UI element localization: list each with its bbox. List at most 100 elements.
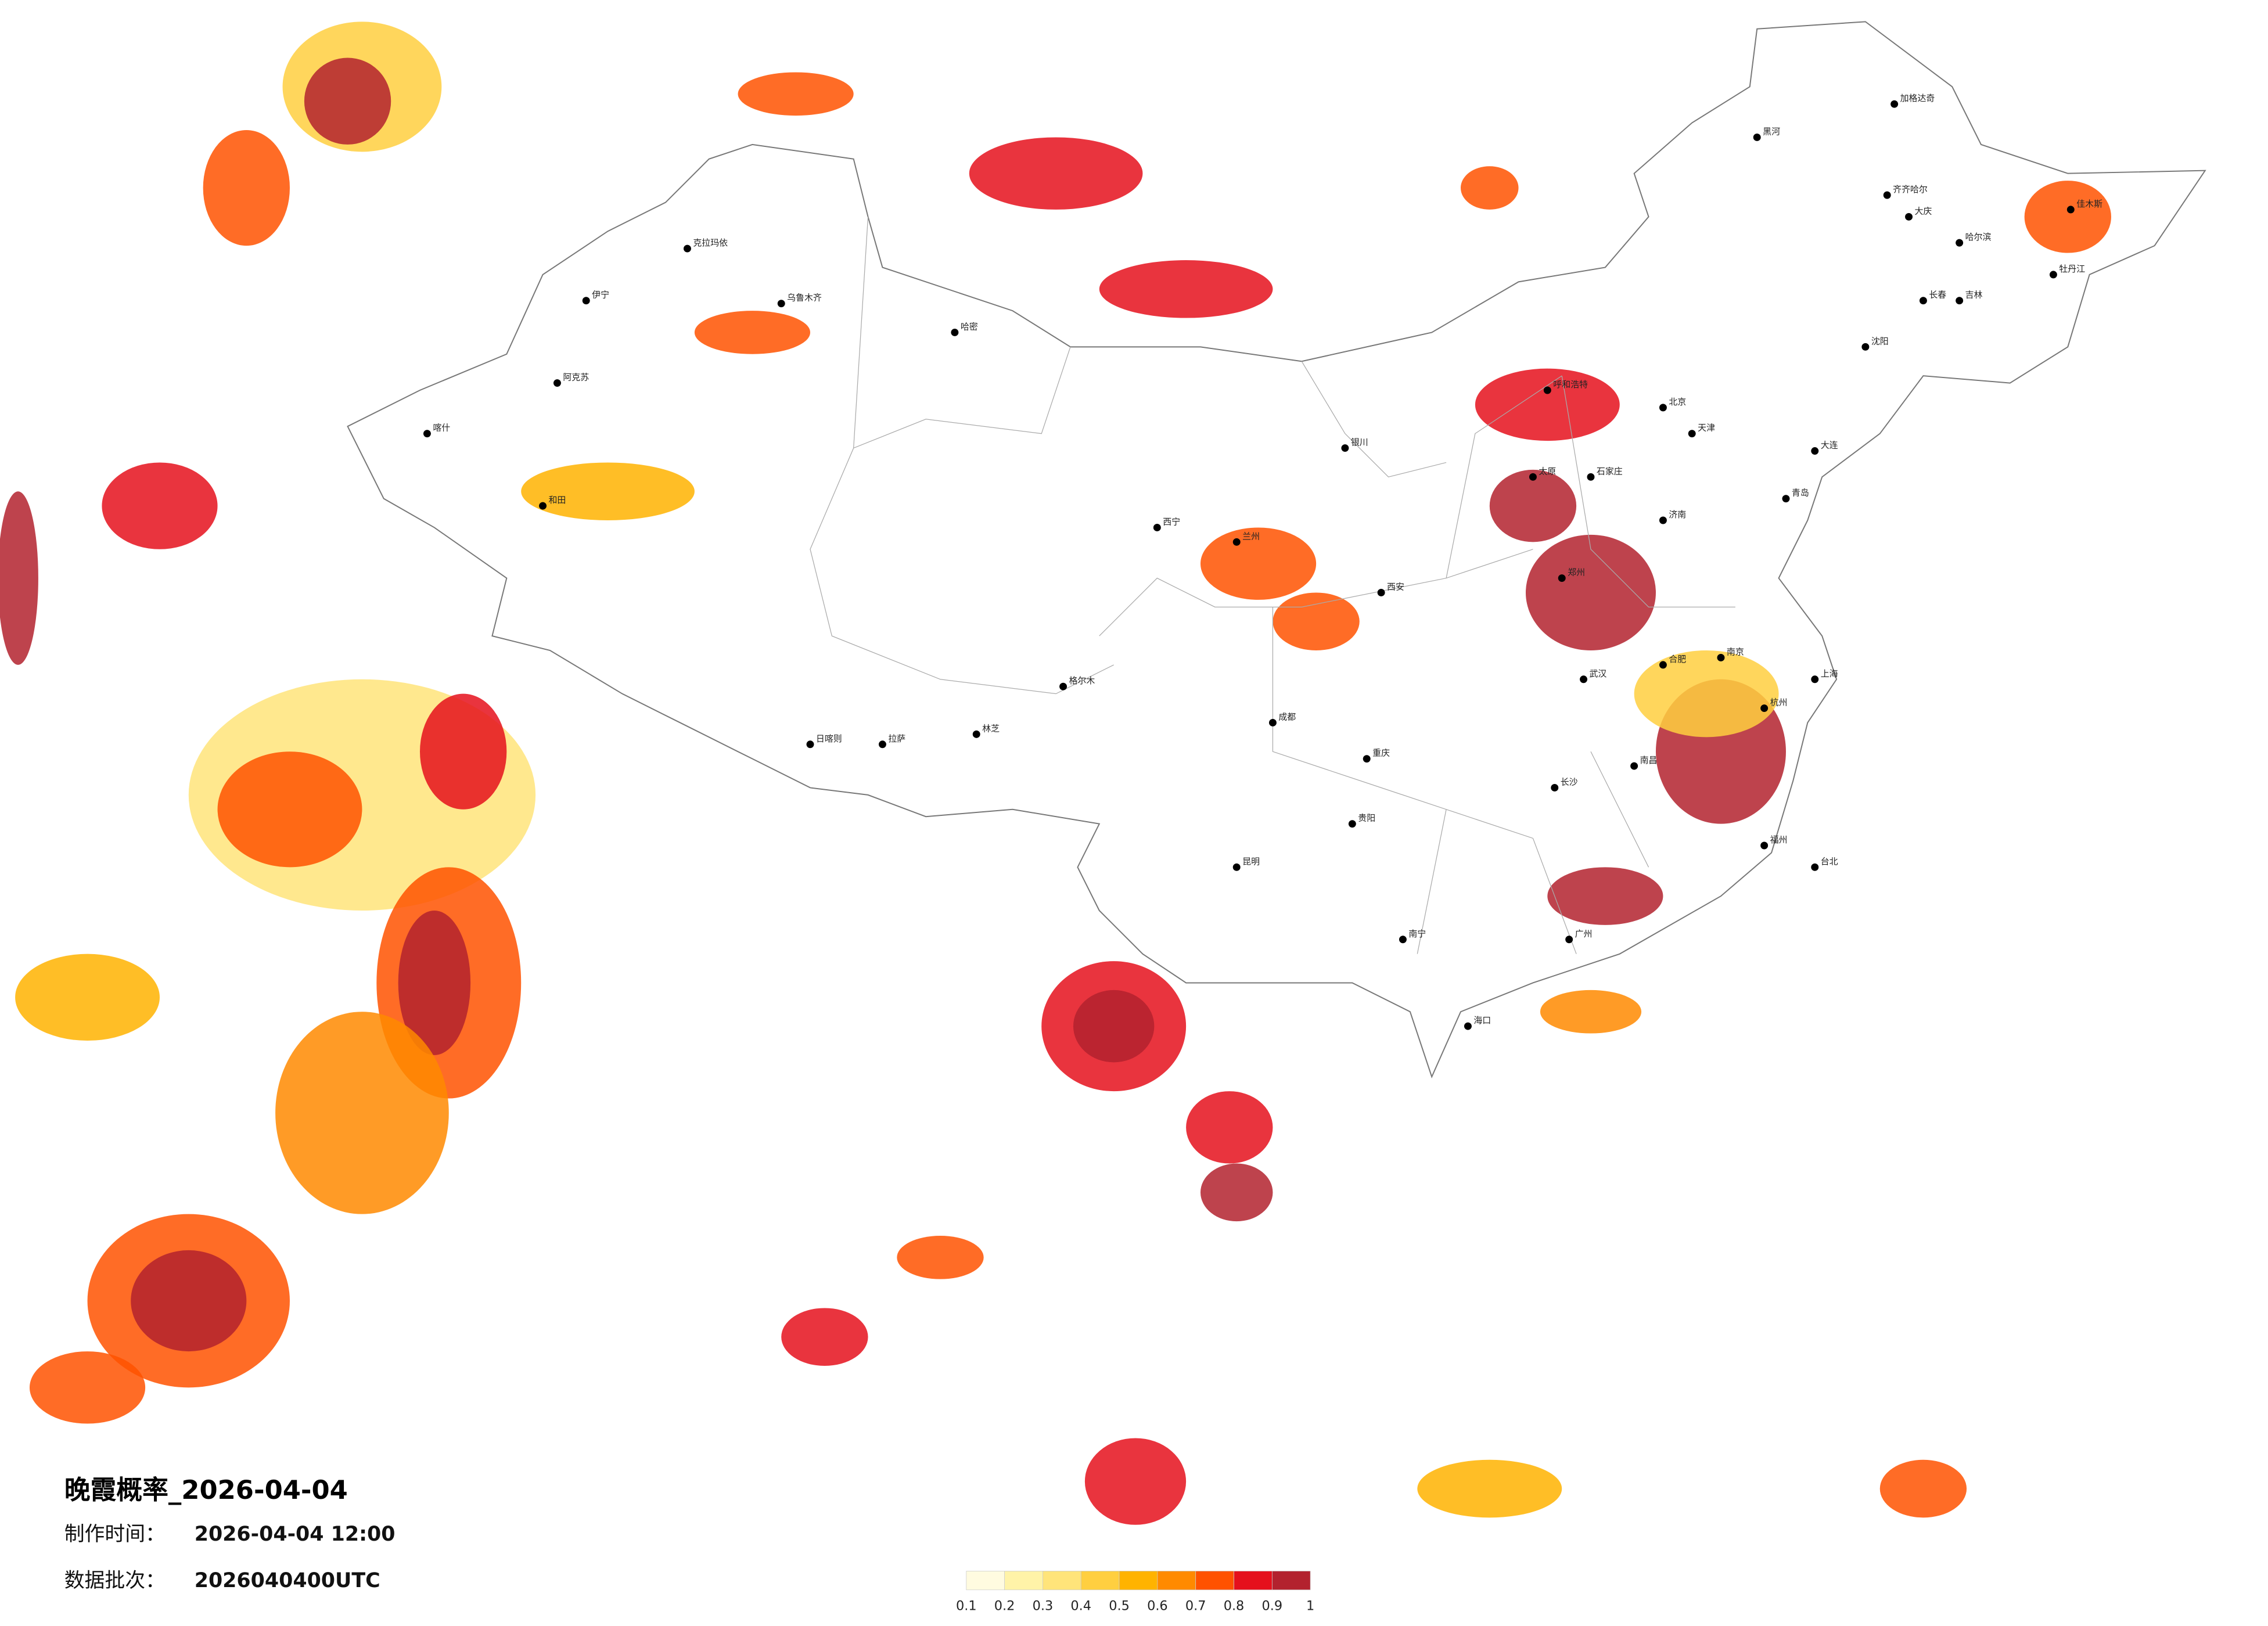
probability-patch: [203, 130, 290, 246]
city-dot: [1580, 675, 1588, 684]
city-dot: [2066, 206, 2075, 214]
legend-swatch: [1234, 1571, 1273, 1591]
city-label: 呼和浩特: [1553, 379, 1588, 390]
city-label: 和田: [549, 495, 566, 505]
city-label: 郑州: [1568, 567, 1585, 578]
probability-patch: [15, 954, 160, 1041]
city-label: 乌鲁木齐: [787, 293, 822, 303]
city-label: 伊宁: [592, 290, 609, 300]
probability-patch: [1273, 592, 1360, 650]
city-dot: [1363, 755, 1371, 763]
city-label: 拉萨: [888, 733, 905, 744]
probability-patch: [1099, 260, 1273, 318]
probability-patch: [217, 751, 362, 868]
probability-patch: [398, 911, 471, 1055]
city-dot: [777, 300, 785, 308]
city-label: 重庆: [1372, 748, 1390, 758]
city-dot: [1587, 473, 1595, 481]
city-label: 大庆: [1915, 206, 1932, 216]
city-label: 北京: [1669, 397, 1686, 407]
probability-patch: [521, 462, 695, 520]
city-dot: [1551, 783, 1559, 792]
legend-swatch: [1157, 1571, 1196, 1591]
probability-patch: [1200, 1163, 1273, 1222]
city-dot: [1232, 538, 1241, 546]
city-dot: [1782, 495, 1790, 503]
city-label: 太原: [1539, 466, 1556, 476]
city-label: 杭州: [1770, 697, 1788, 708]
city-label: 长沙: [1561, 776, 1578, 787]
city-label: 格尔木: [1069, 675, 1095, 686]
city-dot: [1059, 682, 1067, 690]
probability-patch: [1879, 1459, 1967, 1518]
city-dot: [1753, 133, 1761, 141]
probability-patch: [1417, 1459, 1562, 1518]
province-lines: [810, 217, 1735, 954]
legend-tick-label: 0.5: [1109, 1599, 1130, 1614]
city-label: 加格达奇: [1900, 93, 1935, 103]
city-label: 上海: [1821, 668, 1838, 679]
probability-patch: [2024, 181, 2111, 253]
legend-tick-label: 0.9: [1262, 1599, 1283, 1614]
city-dot: [1529, 473, 1537, 481]
city-label: 南京: [1727, 646, 1744, 657]
city-dot: [423, 430, 431, 438]
city-dot: [1659, 516, 1667, 524]
probability-patch: [781, 1308, 868, 1366]
color-legend: 0.1 0.2 0.3 0.4 0.5 0.6 0.7 0.8 0.9 1: [956, 1571, 1314, 1614]
city-dot: [1268, 718, 1277, 726]
probability-patch: [419, 693, 507, 810]
city-dot: [1399, 936, 1407, 944]
city-dot: [553, 379, 561, 387]
city-label: 长春: [1929, 290, 1946, 300]
legend-tick-label: 0.7: [1185, 1599, 1206, 1614]
probability-patch: [897, 1236, 984, 1279]
legend-swatch: [1195, 1571, 1234, 1591]
city-dot: [1919, 297, 1927, 305]
legend-tick-label: 0.6: [1147, 1599, 1168, 1614]
city-label: 吉林: [1965, 290, 1983, 300]
city-label: 成都: [1278, 711, 1296, 722]
city-label: 喀什: [433, 423, 450, 433]
city-label: 齐齐哈尔: [1893, 184, 1928, 195]
city-dot: [1153, 523, 1161, 531]
probability-patch: [1489, 469, 1577, 542]
probability-patch: [1525, 534, 1656, 650]
legend-tick-label: 1: [1306, 1599, 1314, 1614]
probability-patch: [694, 311, 810, 354]
probability-patch: [1475, 368, 1620, 441]
city-dot: [683, 244, 691, 253]
city-dot: [1464, 1022, 1472, 1030]
city-dot: [2049, 271, 2057, 279]
city-label: 哈尔滨: [1965, 232, 1992, 242]
data-batch-value: 2026040400UTC: [195, 1569, 380, 1592]
city-label: 沈阳: [1871, 336, 1889, 346]
city-dot: [1348, 820, 1356, 828]
probability-patch: [304, 57, 391, 145]
city-label: 昆明: [1242, 856, 1260, 866]
city-label: 西宁: [1163, 516, 1180, 527]
legend-tick-label: 0.1: [956, 1599, 977, 1614]
city-dot: [1688, 430, 1696, 438]
probability-patch: [29, 1351, 146, 1424]
probability-patch: [1200, 527, 1317, 600]
city-dot: [1558, 574, 1566, 582]
city-dot: [1232, 863, 1241, 871]
city-label: 济南: [1669, 509, 1686, 520]
city-dot: [1811, 863, 1819, 871]
city-label: 海口: [1473, 1015, 1491, 1026]
legend-tick-label: 0.8: [1224, 1599, 1245, 1614]
legend-tick-label: 0.2: [994, 1599, 1015, 1614]
city-label: 克拉玛依: [693, 238, 728, 248]
city-dot: [1543, 386, 1551, 394]
legend-swatch: [1004, 1571, 1043, 1591]
city-dot: [1905, 213, 1913, 221]
legend-swatch: [1119, 1571, 1158, 1591]
production-time-label: 制作时间：: [64, 1523, 166, 1546]
city-label: 台北: [1821, 856, 1838, 866]
city-label: 阿克苏: [563, 372, 589, 383]
city-label: 贵阳: [1358, 813, 1375, 823]
city-dot: [1811, 447, 1819, 455]
